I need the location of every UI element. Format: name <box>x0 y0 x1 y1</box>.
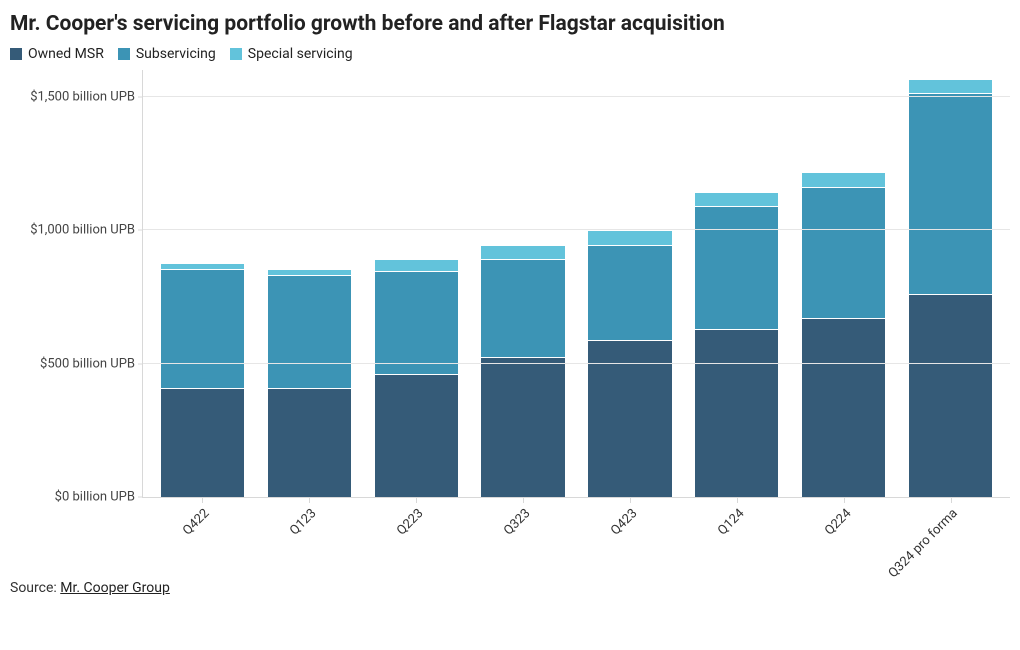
x-tick <box>416 498 417 503</box>
x-label-slot: Q124 <box>683 498 790 578</box>
bar-segment-special_servicing <box>268 270 351 277</box>
x-label-slot: Q324 pro forma <box>897 498 1004 578</box>
gridline <box>143 363 1010 364</box>
source-prefix: Source: <box>10 580 60 596</box>
gridline <box>143 96 1010 97</box>
x-tick-label: Q323 <box>501 506 533 538</box>
bar-segment-special_servicing <box>695 193 778 206</box>
x-tick <box>309 498 310 503</box>
bars-container <box>143 70 1010 497</box>
bar-slot <box>577 70 684 497</box>
stacked-bar <box>268 270 351 497</box>
bar-slot <box>256 70 363 497</box>
stacked-bar <box>802 173 885 497</box>
x-tick-label: Q124 <box>715 506 747 538</box>
bar-segment-owned_msr <box>802 319 885 497</box>
plot-area: $0 billion UPB$500 billion UPB$1,000 bil… <box>142 70 1010 498</box>
bar-segment-special_servicing <box>375 260 458 272</box>
y-tick-label: $1,000 billion UPB <box>30 223 143 238</box>
x-tick <box>202 498 203 503</box>
x-tick <box>737 498 738 503</box>
x-label-slot: Q323 <box>469 498 576 578</box>
stacked-bar <box>588 231 671 497</box>
x-tick <box>951 498 952 503</box>
legend-label: Subservicing <box>136 46 216 62</box>
x-tick-label: Q422 <box>180 506 212 538</box>
y-tick-label: $500 billion UPB <box>40 356 143 371</box>
stacked-bar <box>481 246 564 497</box>
x-label-slot: Q422 <box>148 498 255 578</box>
legend: Owned MSR Subservicing Special servicing <box>10 46 1010 62</box>
legend-item: Special servicing <box>230 46 353 62</box>
bar-segment-special_servicing <box>481 246 564 261</box>
legend-swatch <box>10 48 22 60</box>
bar-segment-subservicing <box>481 260 564 358</box>
bar-slot <box>149 70 256 497</box>
x-label-slot: Q423 <box>576 498 683 578</box>
y-tick <box>138 96 143 97</box>
bar-segment-owned_msr <box>695 330 778 497</box>
bar-segment-owned_msr <box>268 389 351 497</box>
bar-segment-subservicing <box>909 94 992 295</box>
bar-segment-subservicing <box>268 276 351 388</box>
bar-segment-subservicing <box>802 188 885 319</box>
bar-segment-owned_msr <box>161 389 244 497</box>
bar-segment-special_servicing <box>802 173 885 188</box>
stacked-bar <box>909 80 992 497</box>
bar-segment-subservicing <box>588 246 671 341</box>
bar-slot <box>683 70 790 497</box>
x-axis-labels: Q422 Q123 Q223 Q323 Q423 Q124 Q224 Q324 pro for… <box>142 498 1010 578</box>
legend-swatch <box>118 48 130 60</box>
bar-slot <box>363 70 470 497</box>
y-tick-label: $0 billion UPB <box>55 490 143 505</box>
x-label-slot: Q123 <box>255 498 362 578</box>
stacked-bar <box>375 260 458 497</box>
legend-swatch <box>230 48 242 60</box>
x-label-slot: Q223 <box>362 498 469 578</box>
y-tick-label: $1,500 billion UPB <box>30 89 143 104</box>
bar-segment-subservicing <box>161 270 244 389</box>
legend-label: Special servicing <box>248 46 353 62</box>
bar-segment-owned_msr <box>375 375 458 497</box>
x-tick-label: Q423 <box>608 506 640 538</box>
bar-segment-special_servicing <box>909 80 992 95</box>
legend-item: Subservicing <box>118 46 216 62</box>
bar-segment-owned_msr <box>588 341 671 497</box>
legend-label: Owned MSR <box>28 46 104 62</box>
chart: $0 billion UPB $500 billion UPB $1,000 bil… <box>10 70 1010 578</box>
chart-title: Mr. Cooper's servicing portfolio growth … <box>10 12 1010 36</box>
bar-segment-subservicing <box>375 272 458 375</box>
bar-segment-special_servicing <box>588 231 671 246</box>
bar-segment-owned_msr <box>909 295 992 497</box>
bar-segment-subservicing <box>695 207 778 330</box>
x-tick <box>523 498 524 503</box>
x-tick <box>844 498 845 503</box>
stacked-bar <box>695 193 778 497</box>
legend-item: Owned MSR <box>10 46 104 62</box>
x-tick-label: Q224 <box>822 506 854 538</box>
x-label-slot: Q224 <box>790 498 897 578</box>
bar-slot <box>897 70 1004 497</box>
gridline <box>143 229 1010 230</box>
stacked-bar <box>161 264 244 497</box>
source-link[interactable]: Mr. Cooper Group <box>60 580 170 596</box>
bar-slot <box>790 70 897 497</box>
bar-segment-owned_msr <box>481 358 564 497</box>
y-tick <box>138 230 143 231</box>
source-line: Source: Mr. Cooper Group <box>10 580 1010 596</box>
x-tick-label: Q123 <box>287 506 319 538</box>
bar-slot <box>470 70 577 497</box>
y-tick <box>138 363 143 364</box>
x-tick-label: Q324 pro forma <box>886 506 961 581</box>
x-tick <box>630 498 631 503</box>
x-tick-label: Q223 <box>394 506 426 538</box>
